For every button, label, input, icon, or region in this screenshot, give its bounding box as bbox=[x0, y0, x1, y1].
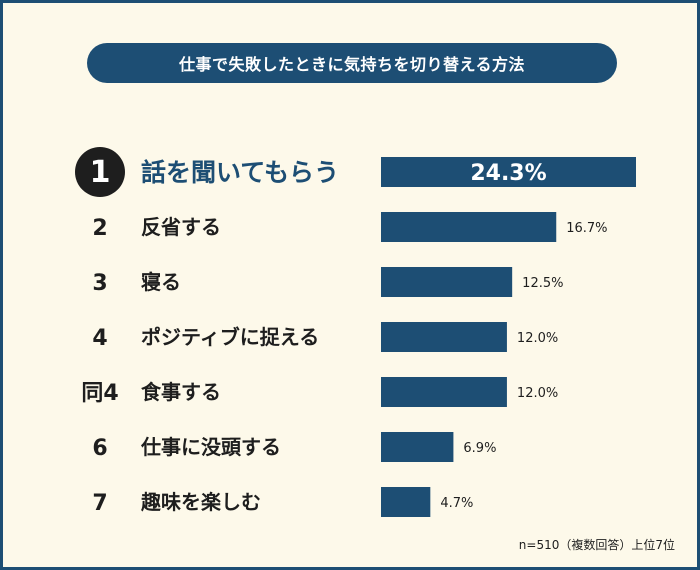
data-label: 24.3% bbox=[470, 161, 546, 186]
data-label: 6.9% bbox=[463, 441, 496, 456]
data-label: 12.5% bbox=[522, 276, 563, 291]
rank-label: 2 bbox=[92, 216, 107, 241]
category-label: 趣味を楽しむ bbox=[140, 490, 261, 514]
bar bbox=[381, 322, 507, 352]
category-label: 食事する bbox=[141, 380, 221, 404]
category-label: 反省する bbox=[141, 215, 221, 239]
category-label: 寝る bbox=[141, 270, 181, 294]
bar-chart: 1 話を聞いてもらう 24.3% 2 反省する 16.7% 3 寝る 12.5% 4 ポジティブに捉… bbox=[75, 147, 636, 517]
data-label: 4.7% bbox=[440, 496, 473, 511]
data-label: 16.7% bbox=[566, 221, 607, 236]
category-label: ポジティブに捉える bbox=[141, 325, 319, 349]
category-label: 仕事に没頭する bbox=[140, 435, 281, 459]
rank-label: 3 bbox=[92, 271, 107, 296]
bar bbox=[381, 377, 507, 407]
data-label: 12.0% bbox=[517, 331, 558, 346]
rank-label: 1 bbox=[90, 155, 111, 190]
rank-label: 4 bbox=[92, 326, 107, 351]
rank-badge bbox=[75, 147, 125, 197]
data-label: 12.0% bbox=[517, 386, 558, 401]
chart-title: 仕事で失敗したときに気持ちを切り替える方法 bbox=[87, 43, 617, 83]
bar bbox=[381, 267, 513, 297]
rank-label: 同4 bbox=[81, 381, 118, 406]
bar bbox=[381, 432, 454, 462]
chart-footnote: n=510（複数回答）上位7位 bbox=[518, 538, 675, 552]
rank-label: 6 bbox=[92, 436, 107, 461]
bar bbox=[381, 487, 431, 517]
bar bbox=[381, 157, 636, 187]
category-label: 話を聞いてもらう bbox=[141, 158, 339, 187]
bar bbox=[381, 212, 557, 242]
rank-label: 7 bbox=[92, 491, 107, 516]
